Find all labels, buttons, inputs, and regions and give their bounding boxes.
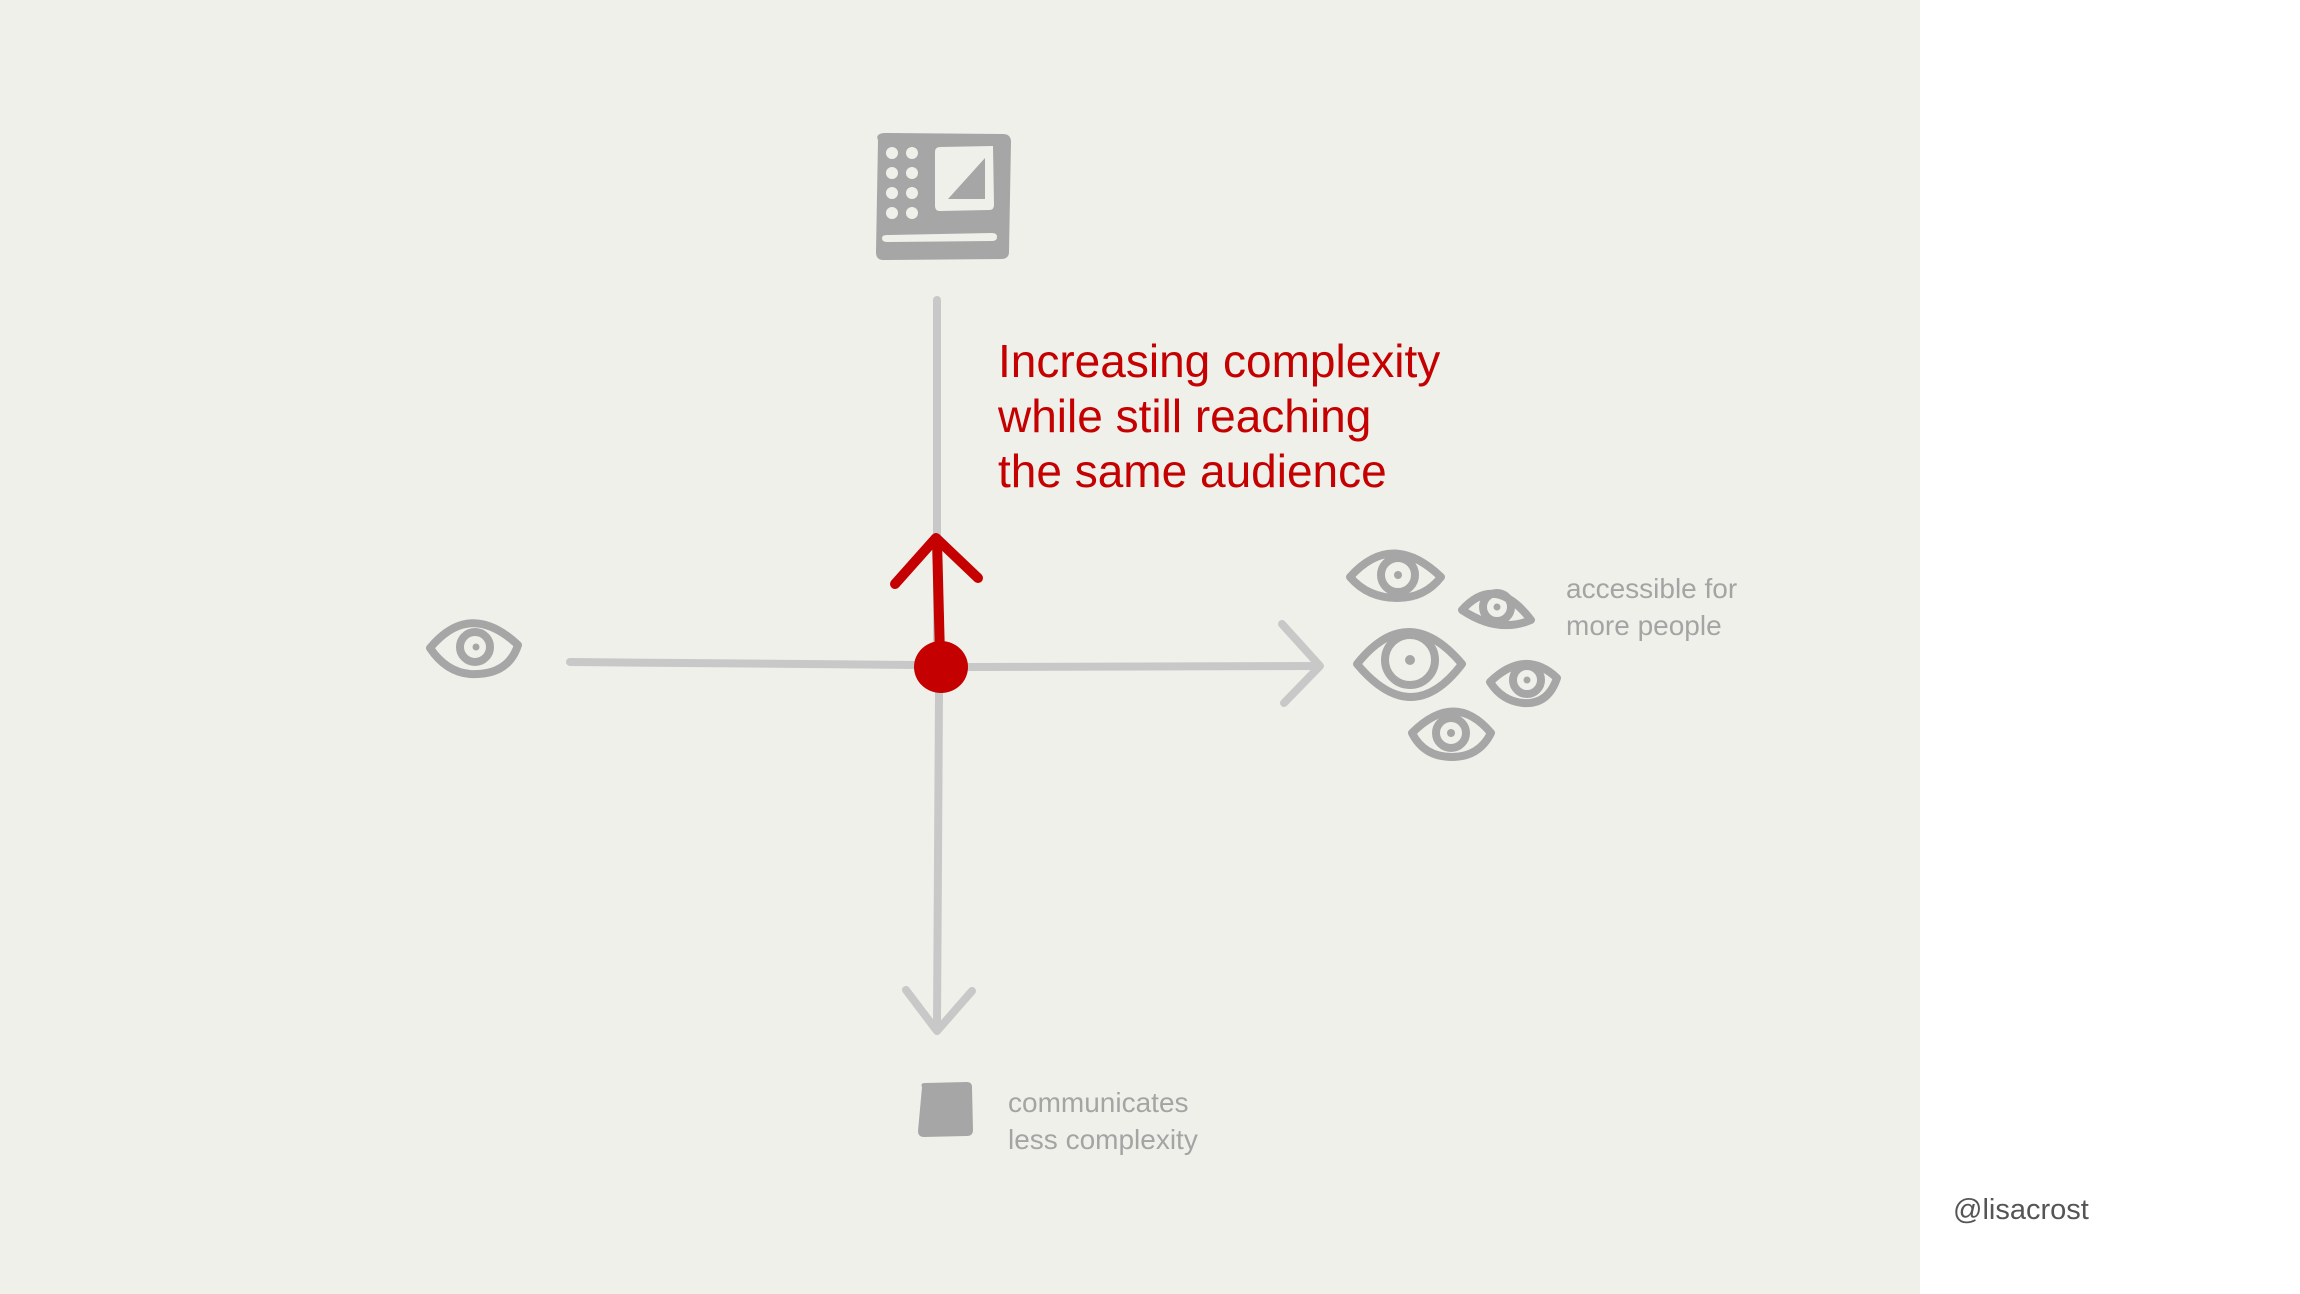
eye-4 <box>1486 660 1561 708</box>
x-axis-label-line-2: more people <box>1566 610 1722 641</box>
x-axis-arrowhead <box>1278 620 1324 707</box>
x-axis-left-line <box>566 658 919 669</box>
eye-1 <box>1346 549 1445 602</box>
y-axis-down-line <box>933 686 943 1030</box>
origin-dot <box>914 641 968 693</box>
x-axis-label-line-1: accessible for <box>1566 573 1738 604</box>
x-axis-right-line <box>961 662 1319 671</box>
headline-line-1: Increasing complexity <box>998 335 1441 387</box>
eye-2 <box>1458 589 1535 630</box>
headline-line-3: the same audience <box>998 445 1387 497</box>
red-arrowhead <box>890 533 983 589</box>
complexity-arrow <box>890 533 983 661</box>
complex-chart-icon <box>876 133 1011 260</box>
eye-3 <box>1353 628 1466 701</box>
headline: Increasing complexity while still reachi… <box>998 334 1558 499</box>
simple-square-icon <box>918 1082 973 1137</box>
x-axis-label: accessible for more people <box>1566 570 1737 644</box>
many-eyes-icon <box>1346 549 1561 761</box>
diagram-svg <box>426 133 1561 1137</box>
headline-line-2: while still reaching <box>998 390 1372 442</box>
y-axis-label: communicates less complexity <box>1008 1084 1198 1158</box>
single-eye-icon <box>426 619 522 679</box>
eye-5 <box>1408 707 1495 761</box>
y-axis-arrowhead <box>902 986 976 1035</box>
diagram-canvas: Increasing complexity while still reachi… <box>0 0 1920 1294</box>
red-arrow-shaft <box>932 535 945 661</box>
y-axis-label-line-2: less complexity <box>1008 1124 1198 1155</box>
y-axis-label-line-1: communicates <box>1008 1087 1189 1118</box>
author-handle: @lisacrost <box>1953 1194 2089 1226</box>
